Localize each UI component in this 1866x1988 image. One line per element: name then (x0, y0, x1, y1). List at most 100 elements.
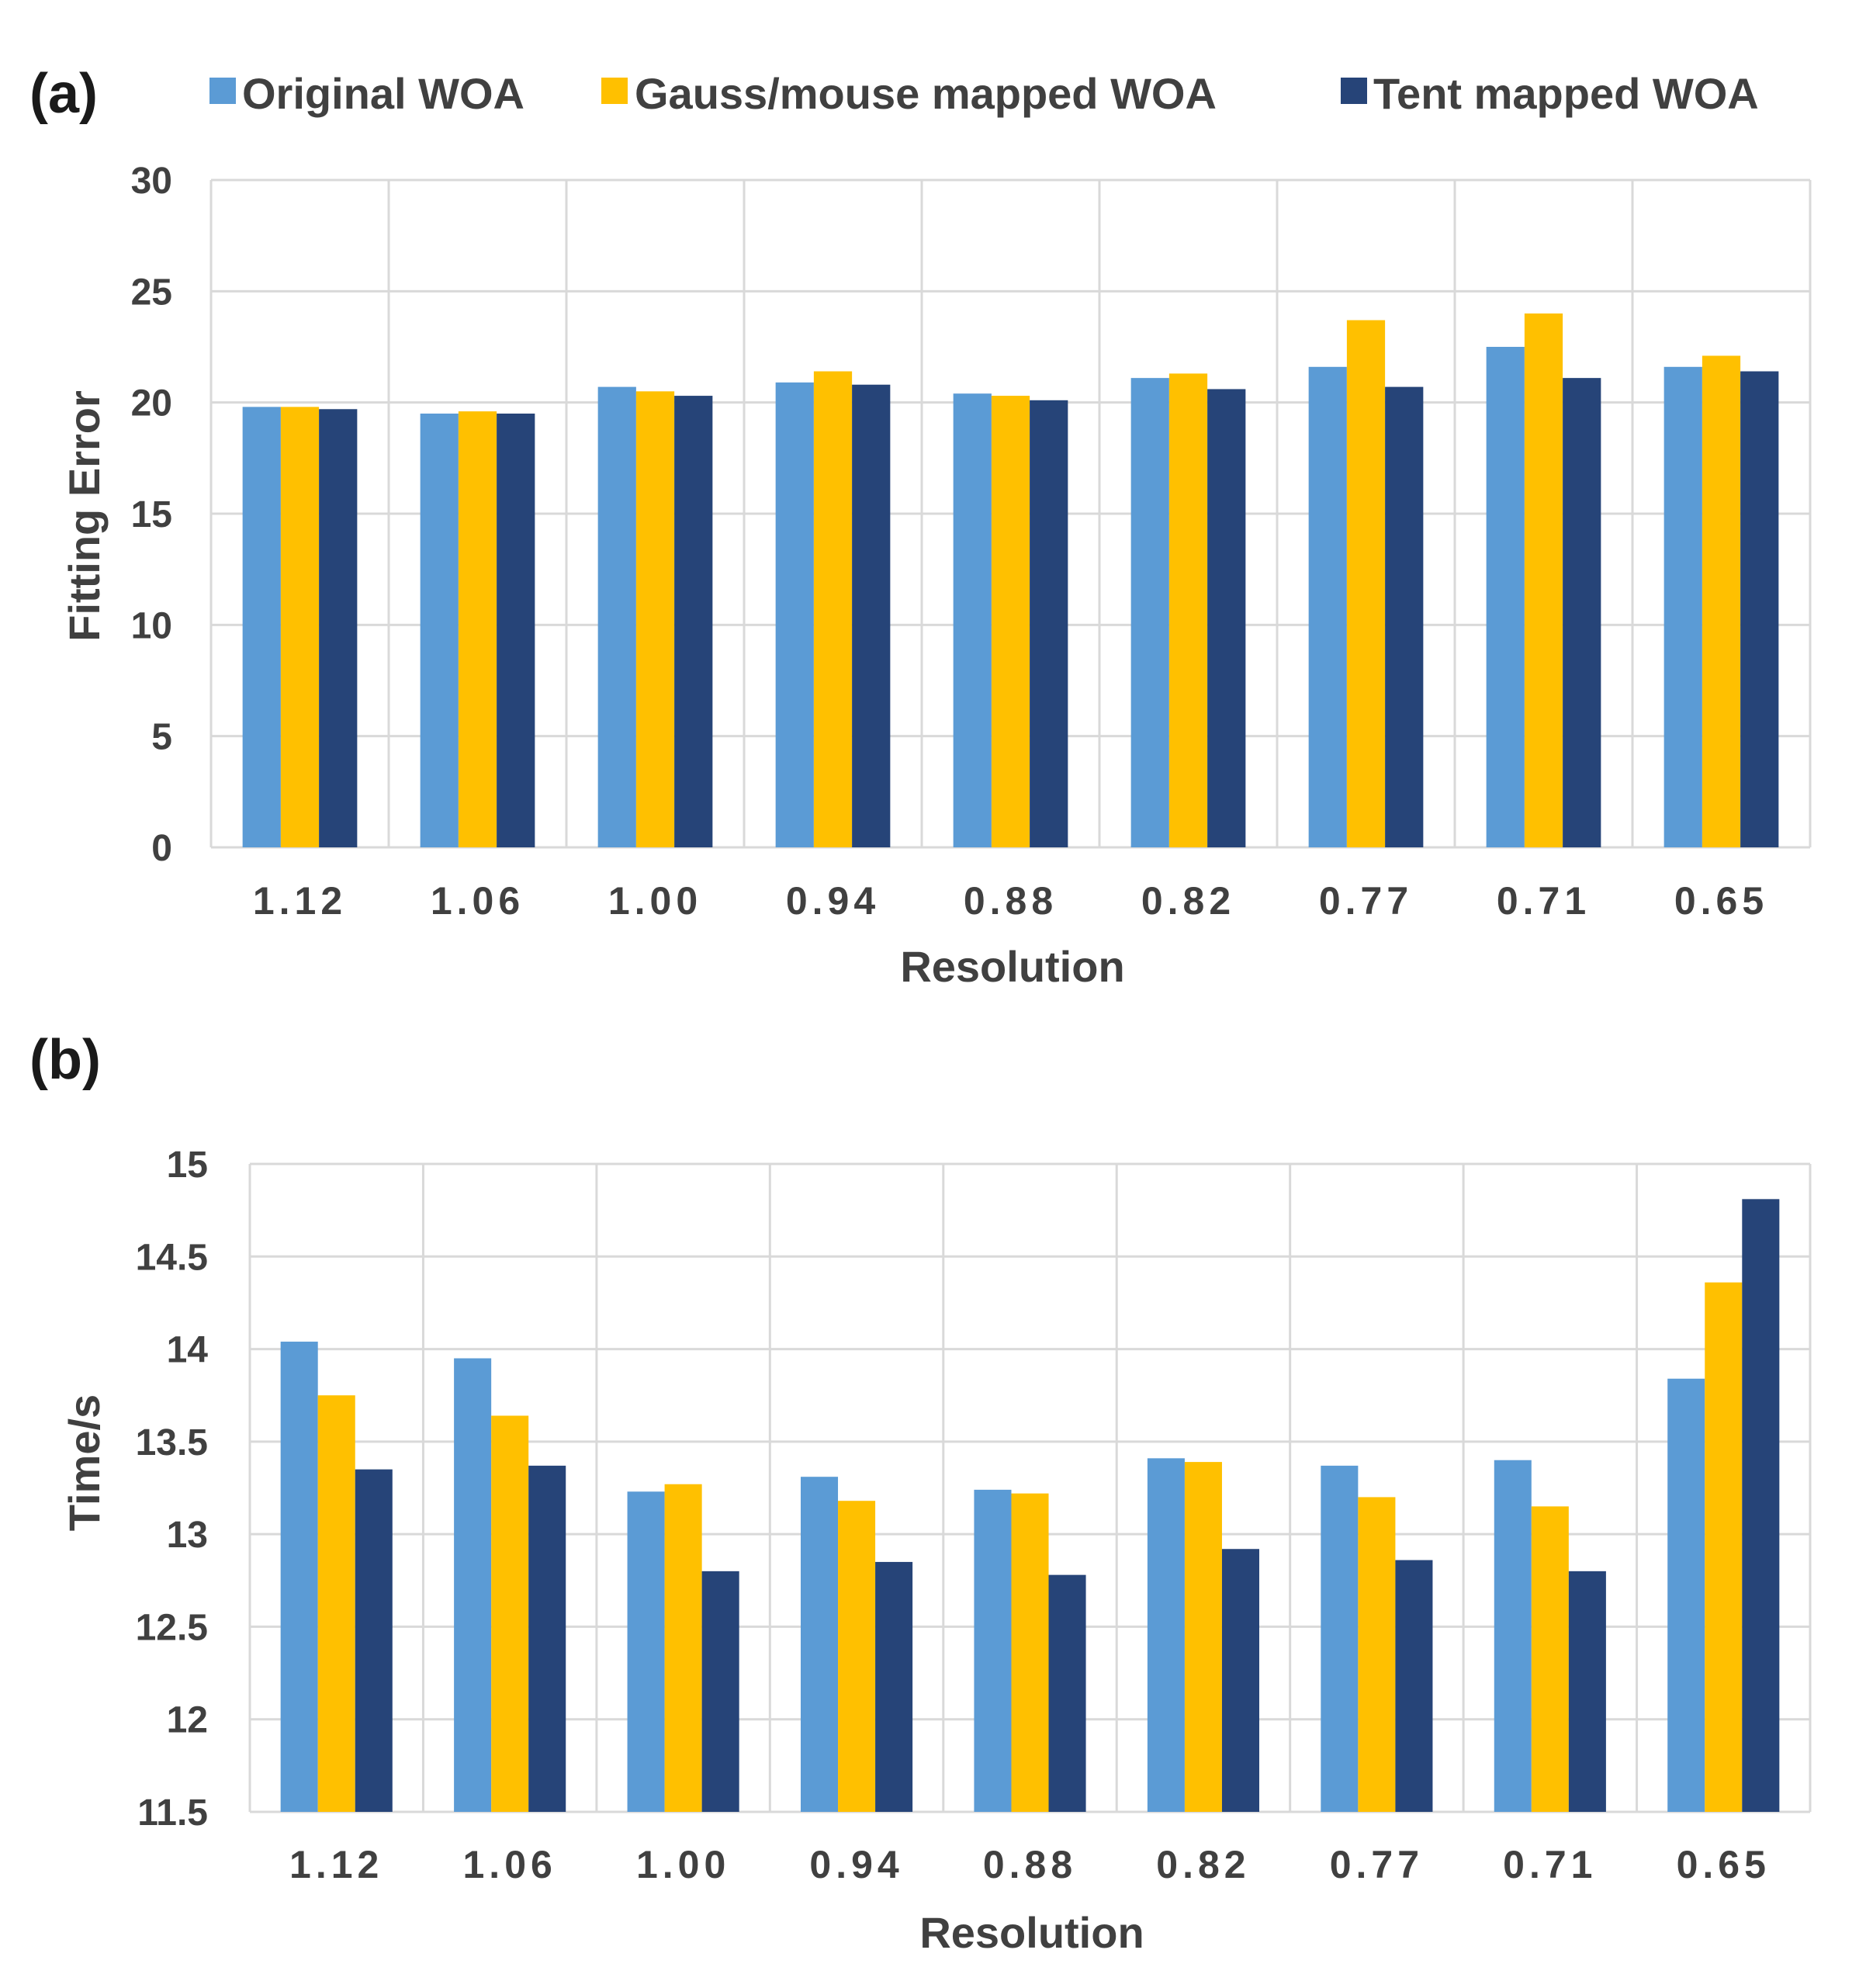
chart-a-y-axis-title: Fitting Error (60, 390, 109, 642)
chart-b-x-tick-label: 1.00 (636, 1843, 730, 1886)
chart-b-y-tick-label: 15 (167, 1145, 208, 1186)
chart-b-bar-original-0.94 (800, 1477, 839, 1812)
chart-a-bar-original-0.71 (1486, 347, 1525, 847)
chart-a-bar-tent-0.65 (1740, 371, 1779, 847)
chart-a-y-tick-label: 0 (151, 828, 172, 869)
chart-a-bar-original-0.94 (775, 382, 814, 847)
chart-a-bar-tent-1.12 (319, 409, 358, 847)
chart-a-x-tick-label: 0.65 (1674, 879, 1768, 923)
chart-b-bar-original-1.00 (627, 1491, 665, 1812)
chart-b-bar-tent-0.65 (1742, 1199, 1780, 1812)
chart-a-bar-tent-0.88 (1030, 400, 1068, 847)
chart-a-bar-gauss-0.88 (991, 396, 1030, 848)
chart-b-bar-tent-0.71 (1568, 1571, 1606, 1812)
chart-a-fitting-error: 0 5 10 15 20 25 30 1.12 1.06 1.00 0.94 0.88 0.82 0.7… (60, 161, 1812, 991)
chart-b-y-axis-title: Time/s (60, 1394, 109, 1531)
chart-a-bar-gauss-1.12 (280, 407, 320, 847)
chart-b-bar-original-1.12 (280, 1342, 318, 1812)
chart-b-x-tick-label: 0.71 (1503, 1843, 1597, 1886)
legend-label-gauss: Gauss/mouse mapped WOA (635, 69, 1217, 118)
chart-a-bar-gauss-1.00 (635, 391, 675, 847)
chart-a-x-tick-label: 1.12 (253, 879, 347, 923)
chart-b-x-tick-label: 0.65 (1677, 1843, 1771, 1886)
chart-b-bar-gauss-0.71 (1531, 1506, 1569, 1812)
legend: Original WOA Gauss/mouse mapped WOA Tent… (209, 69, 1759, 118)
chart-b-x-tick-label: 0.88 (983, 1843, 1077, 1886)
chart-b-bar-gauss-1.00 (664, 1484, 702, 1812)
chart-a-bar-tent-0.82 (1207, 389, 1246, 847)
chart-a-y-tick-label: 15 (131, 494, 172, 535)
chart-b-y-tick-label: 11.5 (137, 1792, 208, 1834)
chart-b-bar-gauss-0.94 (838, 1501, 876, 1812)
chart-b-bar-tent-0.77 (1395, 1560, 1433, 1812)
chart-b-x-tick-label: 0.94 (809, 1843, 903, 1886)
chart-a-x-tick-label: 0.82 (1141, 879, 1235, 923)
chart-b-x-tick-label: 1.12 (289, 1843, 383, 1886)
chart-a-bar-gauss-0.94 (813, 371, 853, 847)
chart-b-x-axis-title: Resolution (919, 1908, 1144, 1957)
chart-b-x-tick-label: 1.06 (463, 1843, 557, 1886)
chart-b-x-tick-label: 0.82 (1156, 1843, 1250, 1886)
chart-a-bar-gauss-0.82 (1168, 373, 1208, 847)
legend-swatch-gauss (601, 78, 628, 104)
chart-b-x-tick-label: 0.77 (1330, 1843, 1424, 1886)
chart-b-bar-gauss-0.82 (1184, 1462, 1222, 1812)
chart-b-bar-gauss-0.65 (1705, 1282, 1743, 1812)
chart-b-bars (280, 1199, 1780, 1812)
chart-b-bar-gauss-0.88 (1011, 1493, 1049, 1812)
chart-a-bars (242, 313, 1779, 848)
chart-a-bar-gauss-0.71 (1524, 313, 1563, 847)
chart-b-bar-tent-0.82 (1221, 1549, 1260, 1812)
chart-a-bar-original-0.77 (1308, 366, 1347, 847)
chart-b-time: 11.5 12 12.5 13 13.5 14 14.5 15 1.12 1.06 1.00 0.9… (60, 1145, 1812, 1957)
chart-b-y-ticks: 11.5 12 12.5 13 13.5 14 14.5 15 (136, 1145, 209, 1834)
chart-a-bar-original-0.65 (1663, 366, 1702, 847)
chart-a-y-tick-label: 5 (151, 717, 172, 758)
legend-label-tent: Tent mapped WOA (1373, 69, 1759, 118)
legend-label-original: Original WOA (242, 69, 524, 118)
chart-b-bar-gauss-1.12 (317, 1395, 355, 1812)
chart-a-y-tick-label: 20 (131, 383, 172, 424)
chart-b-bar-original-0.65 (1667, 1378, 1705, 1812)
chart-a-x-tick-label: 0.77 (1319, 879, 1413, 923)
chart-b-bar-original-0.88 (974, 1489, 1012, 1812)
chart-b-bar-tent-1.12 (355, 1469, 393, 1812)
chart-a-y-tick-label: 30 (131, 161, 172, 202)
chart-a-bar-original-1.06 (420, 414, 459, 847)
chart-b-bar-original-0.71 (1494, 1460, 1532, 1812)
chart-b-bar-tent-0.88 (1048, 1574, 1086, 1812)
panel-label-b: (b) (29, 1029, 101, 1091)
chart-a-bar-original-1.12 (242, 407, 281, 847)
chart-a-x-tick-label: 0.94 (786, 879, 880, 923)
chart-b-y-tick-label: 14.5 (136, 1237, 208, 1278)
chart-a-bar-tent-0.94 (852, 384, 891, 847)
chart-b-bar-tent-0.94 (875, 1561, 913, 1812)
legend-swatch-original (209, 78, 236, 104)
chart-a-bar-original-0.82 (1130, 378, 1169, 848)
chart-a-bar-gauss-0.65 (1702, 355, 1741, 847)
chart-a-x-tick-label: 1.06 (431, 879, 524, 923)
chart-b-y-tick-label: 14 (167, 1330, 209, 1371)
chart-b-y-tick-label: 13 (167, 1515, 208, 1556)
chart-a-bar-gauss-0.77 (1346, 320, 1386, 848)
chart-b-bar-tent-1.00 (701, 1571, 739, 1812)
chart-b-y-tick-label: 12.5 (136, 1607, 208, 1648)
legend-swatch-tent (1341, 78, 1367, 104)
chart-a-y-tick-label: 10 (131, 605, 172, 646)
chart-a-y-tick-label: 25 (131, 272, 172, 313)
chart-a-bar-tent-1.06 (497, 414, 535, 847)
chart-b-bar-original-1.06 (454, 1358, 492, 1812)
chart-a-x-tick-label: 0.88 (964, 879, 1058, 923)
chart-b-bar-original-0.82 (1147, 1458, 1185, 1812)
panel-label-a: (a) (29, 63, 98, 125)
chart-a-bar-original-0.88 (953, 393, 992, 847)
chart-a-x-ticks: 1.12 1.06 1.00 0.94 0.88 0.82 0.77 0.71 0.65 (253, 879, 1768, 923)
chart-a-x-tick-label: 1.00 (608, 879, 702, 923)
chart-b-y-tick-label: 12 (167, 1700, 208, 1741)
chart-a-bar-gauss-1.06 (458, 411, 497, 847)
chart-b-bar-tent-1.06 (528, 1465, 566, 1812)
chart-a-bar-tent-1.00 (674, 396, 713, 848)
chart-a-bar-tent-0.71 (1563, 378, 1601, 848)
chart-a-x-tick-label: 0.71 (1497, 879, 1591, 923)
